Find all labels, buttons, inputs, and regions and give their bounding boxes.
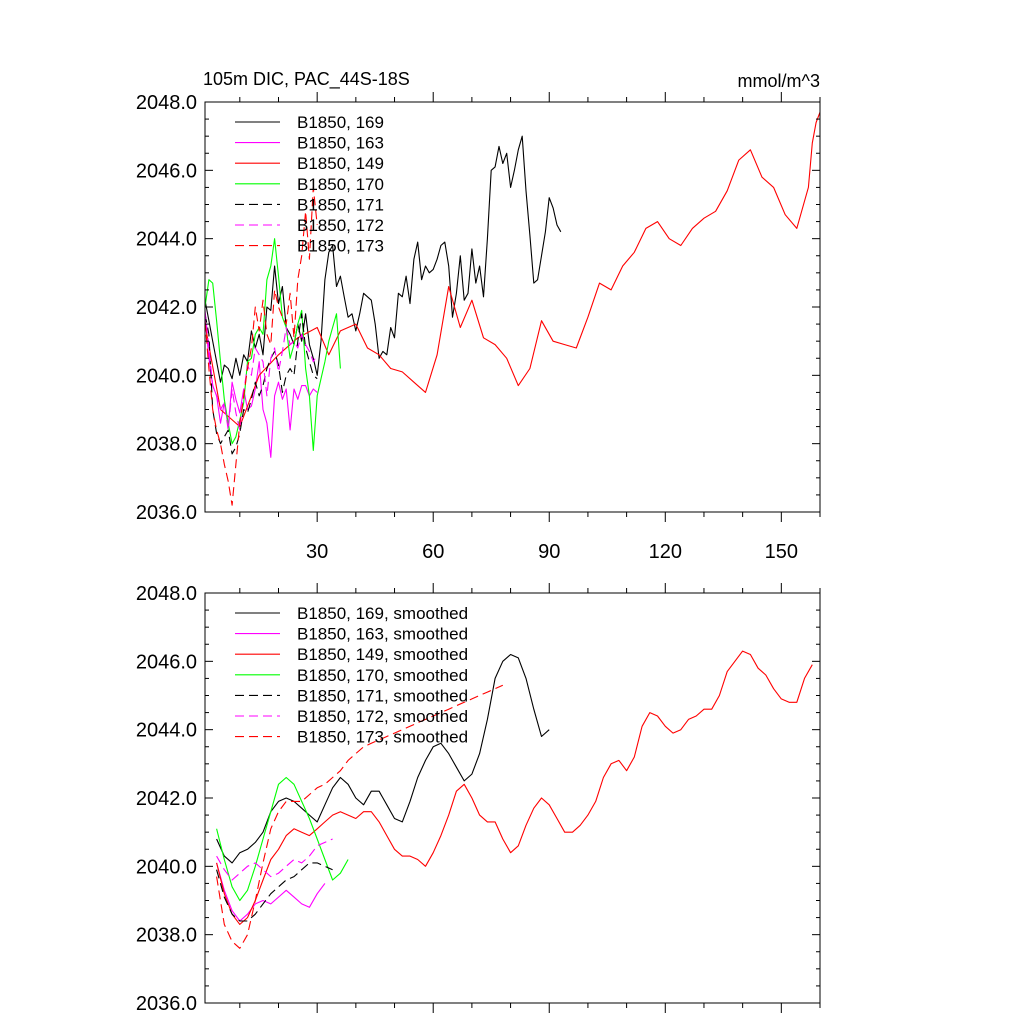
y-tick-label: 2038.0 bbox=[136, 434, 197, 456]
legend-label: B1850, 172, smoothed bbox=[297, 707, 468, 726]
y-tick-label: 2038.0 bbox=[136, 925, 197, 947]
legend-label: B1850, 169, smoothed bbox=[297, 604, 468, 623]
legend-label: B1850, 169 bbox=[297, 113, 384, 132]
x-tick-label: 30 bbox=[306, 541, 328, 563]
y-tick-label: 2036.0 bbox=[136, 993, 197, 1015]
y-tick-label: 2048.0 bbox=[136, 583, 197, 605]
y-tick-label: 2036.0 bbox=[136, 502, 197, 524]
y-tick-label: 2042.0 bbox=[136, 788, 197, 810]
y-tick-label: 2042.0 bbox=[136, 297, 197, 319]
series-line-4 bbox=[216, 776, 349, 902]
chart-title: 105m DIC, PAC_44S-18S bbox=[203, 69, 410, 90]
legend-label: B1850, 163, smoothed bbox=[297, 625, 468, 644]
legend-label: B1850, 171 bbox=[297, 195, 384, 214]
legend-label: B1850, 163 bbox=[297, 134, 384, 153]
legend-label: B1850, 173, smoothed bbox=[297, 728, 468, 747]
series-line-1 bbox=[216, 653, 550, 864]
y-tick-label: 2040.0 bbox=[136, 365, 197, 387]
legend-label: B1850, 171, smoothed bbox=[297, 686, 468, 705]
legend-label: B1850, 173 bbox=[297, 237, 384, 256]
y-tick-label: 2048.0 bbox=[136, 92, 197, 114]
series-line-5 bbox=[205, 313, 318, 455]
series-line-6 bbox=[216, 838, 333, 881]
y-tick-label: 2044.0 bbox=[136, 229, 197, 251]
legend-label: B1850, 170, smoothed bbox=[297, 666, 468, 685]
series-line-1 bbox=[205, 135, 562, 383]
x-tick-label: 150 bbox=[765, 541, 798, 563]
series-line-7 bbox=[205, 186, 318, 506]
series-line-2 bbox=[205, 317, 318, 458]
x-tick-label: 120 bbox=[649, 541, 682, 563]
series-line-3 bbox=[216, 650, 813, 925]
y-tick-label: 2046.0 bbox=[136, 651, 197, 673]
series-line-6 bbox=[205, 310, 318, 431]
y-tick-label: 2044.0 bbox=[136, 720, 197, 742]
y-tick-label: 2046.0 bbox=[136, 160, 197, 182]
series-line-7 bbox=[216, 684, 504, 949]
units-label: mmol/m^3 bbox=[738, 71, 820, 91]
series-line-2 bbox=[216, 862, 326, 922]
legend-label: B1850, 172 bbox=[297, 216, 384, 235]
legend-label: B1850, 149 bbox=[297, 154, 384, 173]
series-line-3 bbox=[205, 112, 820, 428]
legend-label: B1850, 149, smoothed bbox=[297, 645, 468, 664]
bottom-panel: 2036.0 2038.0 2040.0 2042.0 2044.0 2046.0 2048… bbox=[136, 583, 821, 1015]
top-panel: 2036.0 2038.0 2040.0 2042.0 2044.0 2046.0 2048… bbox=[136, 92, 821, 563]
y-tick-label: 2040.0 bbox=[136, 856, 197, 878]
x-tick-label: 90 bbox=[538, 541, 560, 563]
series-line-5 bbox=[216, 862, 333, 922]
legend-label: B1850, 170 bbox=[297, 175, 384, 194]
series-line-4 bbox=[205, 238, 341, 452]
x-tick-label: 60 bbox=[422, 541, 444, 563]
